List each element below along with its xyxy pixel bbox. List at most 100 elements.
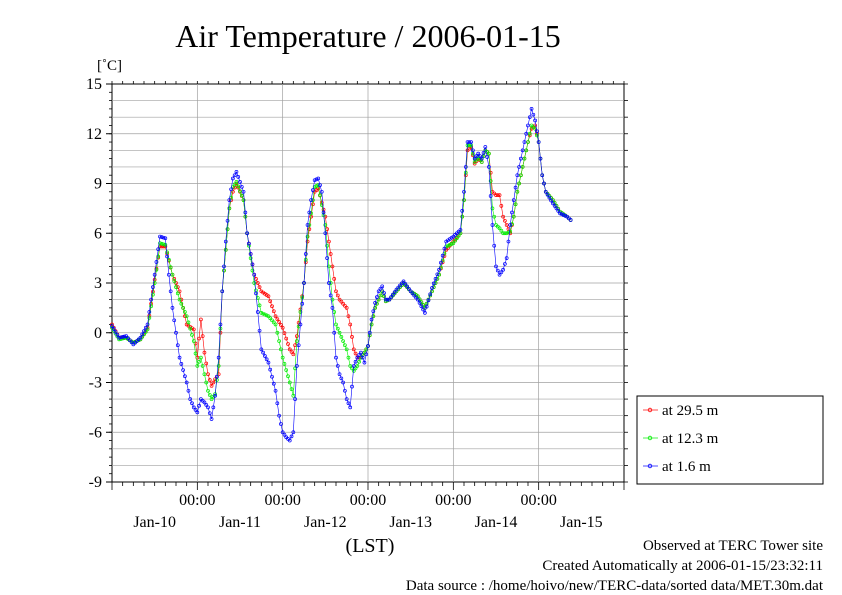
- data-point: [252, 281, 257, 285]
- data-point: [163, 236, 168, 241]
- data-point: [254, 291, 258, 296]
- data-point: [140, 332, 145, 337]
- data-point: [542, 181, 546, 186]
- data-point: [343, 343, 347, 348]
- data-point: [154, 260, 159, 264]
- data-point: [517, 181, 521, 186]
- data-point: [419, 300, 424, 304]
- data-point: [159, 235, 164, 239]
- data-point: [184, 380, 189, 385]
- footer-site: Observed at TERC Tower site: [643, 538, 823, 554]
- legend-marker: [647, 407, 653, 413]
- data-point: [126, 336, 130, 340]
- data-point: [250, 268, 255, 273]
- data-point: [202, 400, 207, 405]
- data-point: [385, 297, 390, 302]
- data-point: [309, 211, 313, 216]
- data-point: [120, 335, 125, 339]
- data-point: [209, 383, 214, 388]
- data-point: [225, 227, 230, 231]
- data-point: [186, 320, 191, 325]
- data-point: [321, 210, 326, 215]
- data-point: [231, 189, 235, 194]
- data-point: [291, 352, 296, 357]
- data-point: [357, 353, 361, 357]
- data-point: [190, 401, 194, 406]
- data-point: [447, 243, 452, 247]
- data-point: [373, 301, 377, 305]
- data-point: [327, 281, 331, 285]
- data-point: [303, 252, 308, 256]
- x-time-tick-label: 00:00: [520, 492, 556, 509]
- data-point: [270, 318, 274, 323]
- data-point: [467, 140, 472, 144]
- data-point: [504, 231, 509, 236]
- data-point: [280, 325, 285, 330]
- data-point: [143, 330, 148, 334]
- legend-marker: [647, 463, 653, 469]
- data-point: [168, 265, 173, 270]
- data-point: [519, 173, 523, 178]
- data-point: [485, 155, 489, 159]
- data-point: [499, 228, 504, 233]
- data-point: [193, 351, 198, 356]
- data-point: [341, 301, 345, 306]
- data-point: [547, 195, 552, 200]
- data-point: [419, 304, 424, 309]
- data-point: [286, 374, 290, 379]
- series-2: [110, 107, 573, 443]
- data-point: [328, 252, 333, 256]
- data-point: [437, 272, 441, 277]
- data-point: [369, 317, 374, 322]
- data-point: [152, 272, 157, 277]
- data-point: [549, 198, 553, 203]
- data-point: [399, 281, 404, 286]
- data-point: [279, 323, 283, 327]
- data-point: [284, 368, 289, 372]
- data-point: [271, 381, 276, 386]
- data-point: [287, 380, 292, 385]
- data-point: [156, 254, 161, 259]
- data-point: [535, 129, 539, 134]
- data-point: [364, 347, 369, 352]
- data-point: [478, 154, 482, 158]
- data-point: [323, 223, 328, 227]
- data-point: [524, 131, 529, 136]
- data-point: [236, 175, 241, 179]
- data-point: [319, 203, 324, 207]
- data-point: [193, 408, 198, 412]
- data-point: [239, 184, 244, 189]
- data-point: [522, 156, 527, 161]
- data-point: [241, 189, 246, 194]
- data-point: [263, 354, 267, 358]
- data-point: [535, 133, 539, 138]
- data-point: [151, 285, 155, 289]
- data-point: [172, 279, 177, 283]
- data-point: [323, 231, 328, 236]
- data-point: [359, 350, 363, 355]
- data-point: [526, 140, 530, 144]
- data-point: [238, 179, 242, 184]
- data-point: [536, 140, 541, 144]
- legend-box: [636, 395, 824, 485]
- data-point: [266, 294, 271, 299]
- series-0: [110, 123, 573, 388]
- data-point: [343, 388, 347, 393]
- data-point: [373, 306, 377, 310]
- data-point: [371, 309, 376, 314]
- data-point: [149, 297, 153, 302]
- data-point: [439, 260, 443, 265]
- data-point: [337, 372, 342, 377]
- data-point: [197, 336, 201, 341]
- data-point: [353, 351, 358, 356]
- data-point: [277, 320, 281, 324]
- data-point: [524, 148, 529, 153]
- data-point: [211, 380, 216, 385]
- data-point: [497, 193, 502, 197]
- data-point: [271, 309, 276, 314]
- data-point: [195, 410, 200, 415]
- data-point: [110, 324, 114, 328]
- data-point: [227, 198, 232, 202]
- data-point: [335, 293, 340, 298]
